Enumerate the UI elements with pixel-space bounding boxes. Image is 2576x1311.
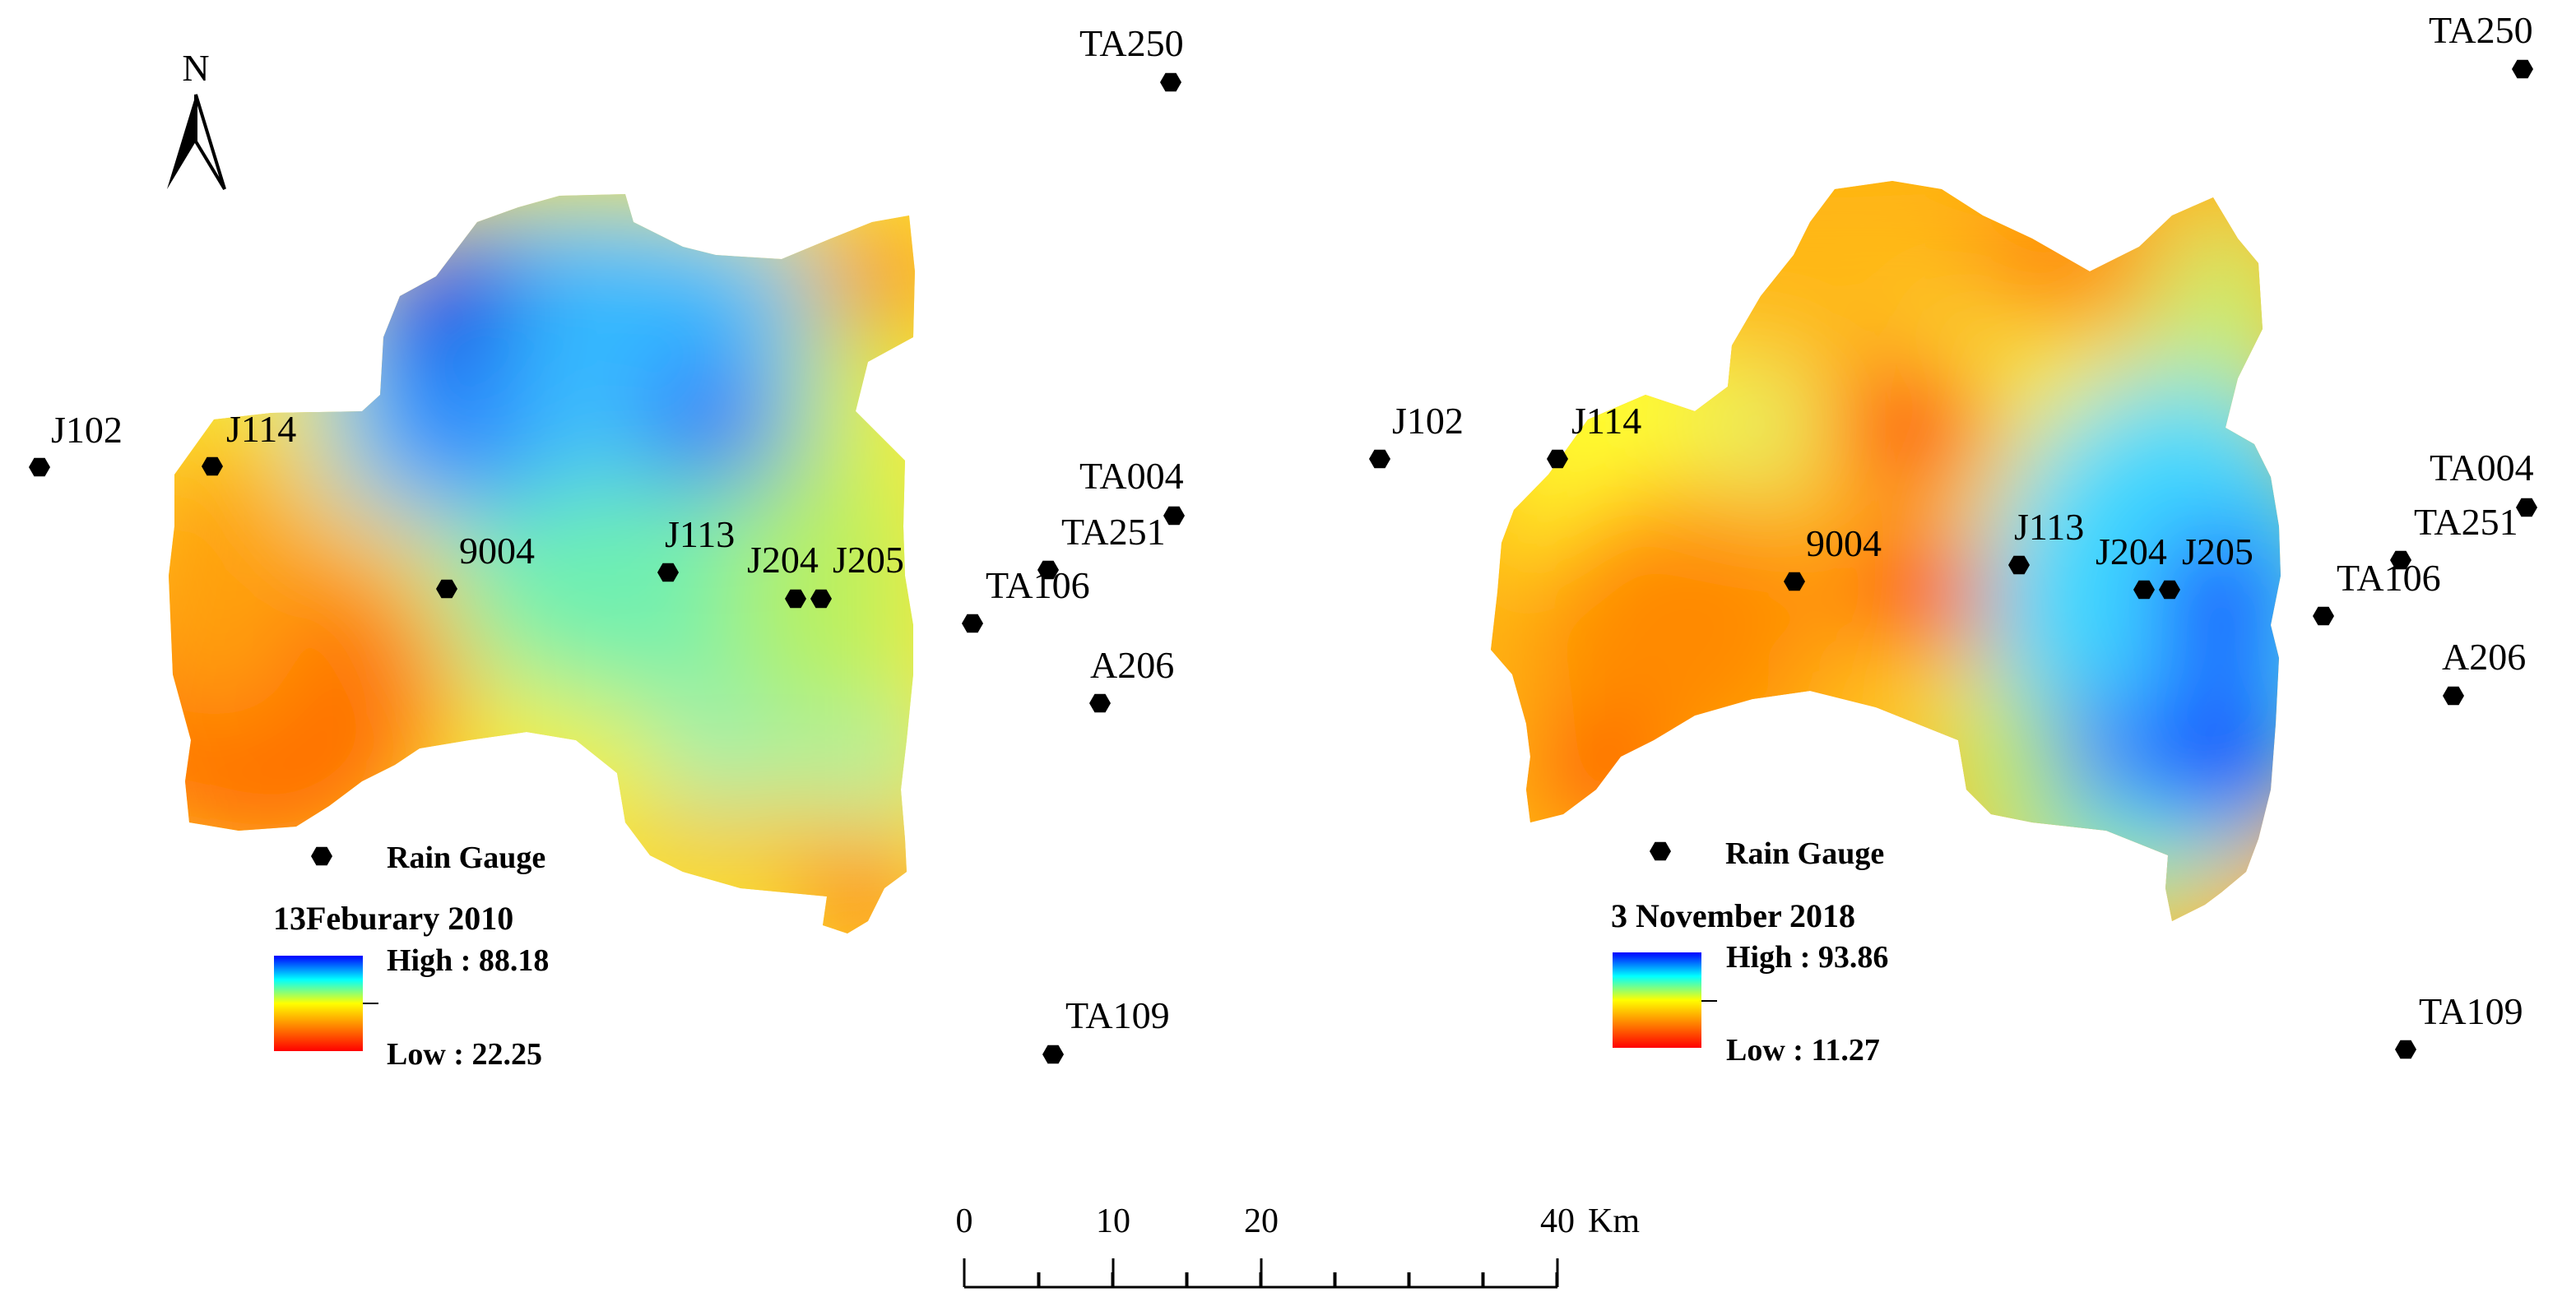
left-gauge-j205: J205 [810,539,904,609]
left-gauge-ta109: TA109 [1042,994,1170,1064]
left-gauge-marker-ta106 [962,614,983,633]
right-legend: Rain Gauge 3 November 2018 High : 93.86 … [1611,836,1888,1068]
right-gauge-j205: J205 [2159,530,2253,600]
right-gauge-label-ta004: TA004 [2430,447,2534,489]
scale-bar: 0 10 20 40 Km [956,1202,1640,1289]
left-gauge-label-ta109: TA109 [1065,994,1170,1036]
right-gauge-label-j102: J102 [1392,400,1464,442]
north-arrow-left-half [167,95,196,189]
right-gauge-j114: J114 [1547,400,1641,469]
left-gauge-marker-ta250 [1160,72,1181,92]
left-gauge-ta251: TA251 [1037,511,1166,580]
right-gauge-label-ta250: TA250 [2429,9,2533,51]
north-arrow-right-half [194,94,226,191]
left-gauge-label-j205: J205 [833,539,904,581]
right-gauge-label-a206: A206 [2442,636,2526,678]
right-gauge-ta106: TA106 [2313,557,2441,626]
left-legend-high-label: High : 88.18 [387,943,549,978]
right-gauge-marker-ta250 [2512,59,2533,79]
right-legend-symbol-label: Rain Gauge [1725,836,1884,871]
left-gauge-label-ta251: TA251 [1061,511,1166,553]
left-gauge-j114: J114 [202,408,296,476]
right-gauge-marker-ta004 [2516,498,2537,517]
left-gauge-marker-ta109 [1042,1045,1064,1064]
right-legend-color-ramp [1613,952,1701,1048]
right-gauge-a206: A206 [2442,636,2526,706]
right-gauge-ta004: TA004 [2430,447,2537,517]
right-gauge-ta250: TA250 [2429,9,2533,79]
scale-unit: Km [1588,1202,1640,1240]
left-legend-low-label: Low : 22.25 [387,1037,542,1072]
left-gauge-9004: 9004 [436,530,535,599]
left-rainfall-surface [169,194,915,933]
left-legend-rain-gauge-symbol [311,846,332,866]
left-legend: Rain Gauge 13Feburary 2010 High : 88.18 … [273,841,549,1072]
left-gauge-ta004: TA004 [1079,455,1185,526]
right-gauge-label-j205: J205 [2182,530,2253,572]
left-gauge-j204: J204 [747,539,819,609]
scale-tick-0: 0 [956,1202,973,1240]
right-gauge-j204: J204 [2096,530,2167,600]
left-gauge-label-a206: A206 [1090,644,1174,686]
left-gauge-marker-j102 [29,457,50,477]
scale-tick-40: 40 [1540,1202,1575,1240]
scale-tick-20: 20 [1244,1202,1279,1240]
left-gauge-marker-a206 [1089,693,1111,713]
right-gauge-label-9004: 9004 [1806,522,1882,564]
left-gauge-label-j113: J113 [665,513,735,555]
right-gauge-9004: 9004 [1784,522,1882,591]
right-gauge-label-j204: J204 [2096,530,2167,572]
right-gauge-ta109: TA109 [2395,990,2523,1059]
left-gauge-label-j102: J102 [51,409,123,451]
right-gauge-marker-a206 [2443,686,2464,706]
left-gauge-j113: J113 [657,513,735,582]
left-gauge-j102: J102 [29,409,123,477]
right-legend-high-label: High : 93.86 [1726,940,1888,975]
right-legend-low-label: Low : 11.27 [1726,1033,1880,1068]
right-rain-gauges: J102 J114 9004 J113 J204 J205 TA106 TA251 TA004 A… [1369,9,2537,1059]
right-gauge-label-ta251: TA251 [2414,501,2518,543]
left-gauge-label-ta250: TA250 [1079,22,1184,64]
north-arrow: N [167,47,226,191]
left-legend-title: 13Feburary 2010 [273,900,513,937]
north-arrow-label: N [182,47,209,89]
right-gauge-label-ta106: TA106 [2337,557,2441,599]
right-gauge-ta251: TA251 [2390,501,2518,570]
left-gauge-marker-ta004 [1163,506,1185,526]
left-gauge-label-ta106: TA106 [986,564,1090,606]
right-gauge-marker-ta106 [2313,606,2334,626]
right-gauge-marker-j102 [1369,449,1390,469]
left-legend-symbol-label: Rain Gauge [387,841,545,875]
right-legend-rain-gauge-symbol [1650,841,1671,861]
left-rain-gauges: J102 J114 9004 J113 J204 J205 TA106 TA251 TA004 A… [29,22,1185,1064]
scale-tick-10: 10 [1096,1202,1130,1240]
left-gauge-label-ta004: TA004 [1079,455,1184,497]
left-gauge-label-9004: 9004 [459,530,535,572]
right-gauge-label-ta109: TA109 [2419,990,2523,1032]
left-gauge-ta106: TA106 [962,564,1090,633]
left-legend-color-ramp [274,956,363,1051]
right-gauge-label-j114: J114 [1571,400,1641,442]
right-gauge-j113: J113 [2008,506,2084,575]
left-gauge-a206: A206 [1089,644,1174,713]
left-gauge-label-j114: J114 [226,408,296,450]
right-gauge-label-j113: J113 [2014,506,2084,548]
left-gauge-ta250: TA250 [1079,22,1184,92]
scale-bar-line [963,1258,1559,1289]
right-gauge-j102: J102 [1369,400,1464,469]
right-gauge-marker-ta109 [2395,1040,2416,1059]
left-gauge-label-j204: J204 [747,539,819,581]
right-legend-title: 3 November 2018 [1611,897,1855,934]
